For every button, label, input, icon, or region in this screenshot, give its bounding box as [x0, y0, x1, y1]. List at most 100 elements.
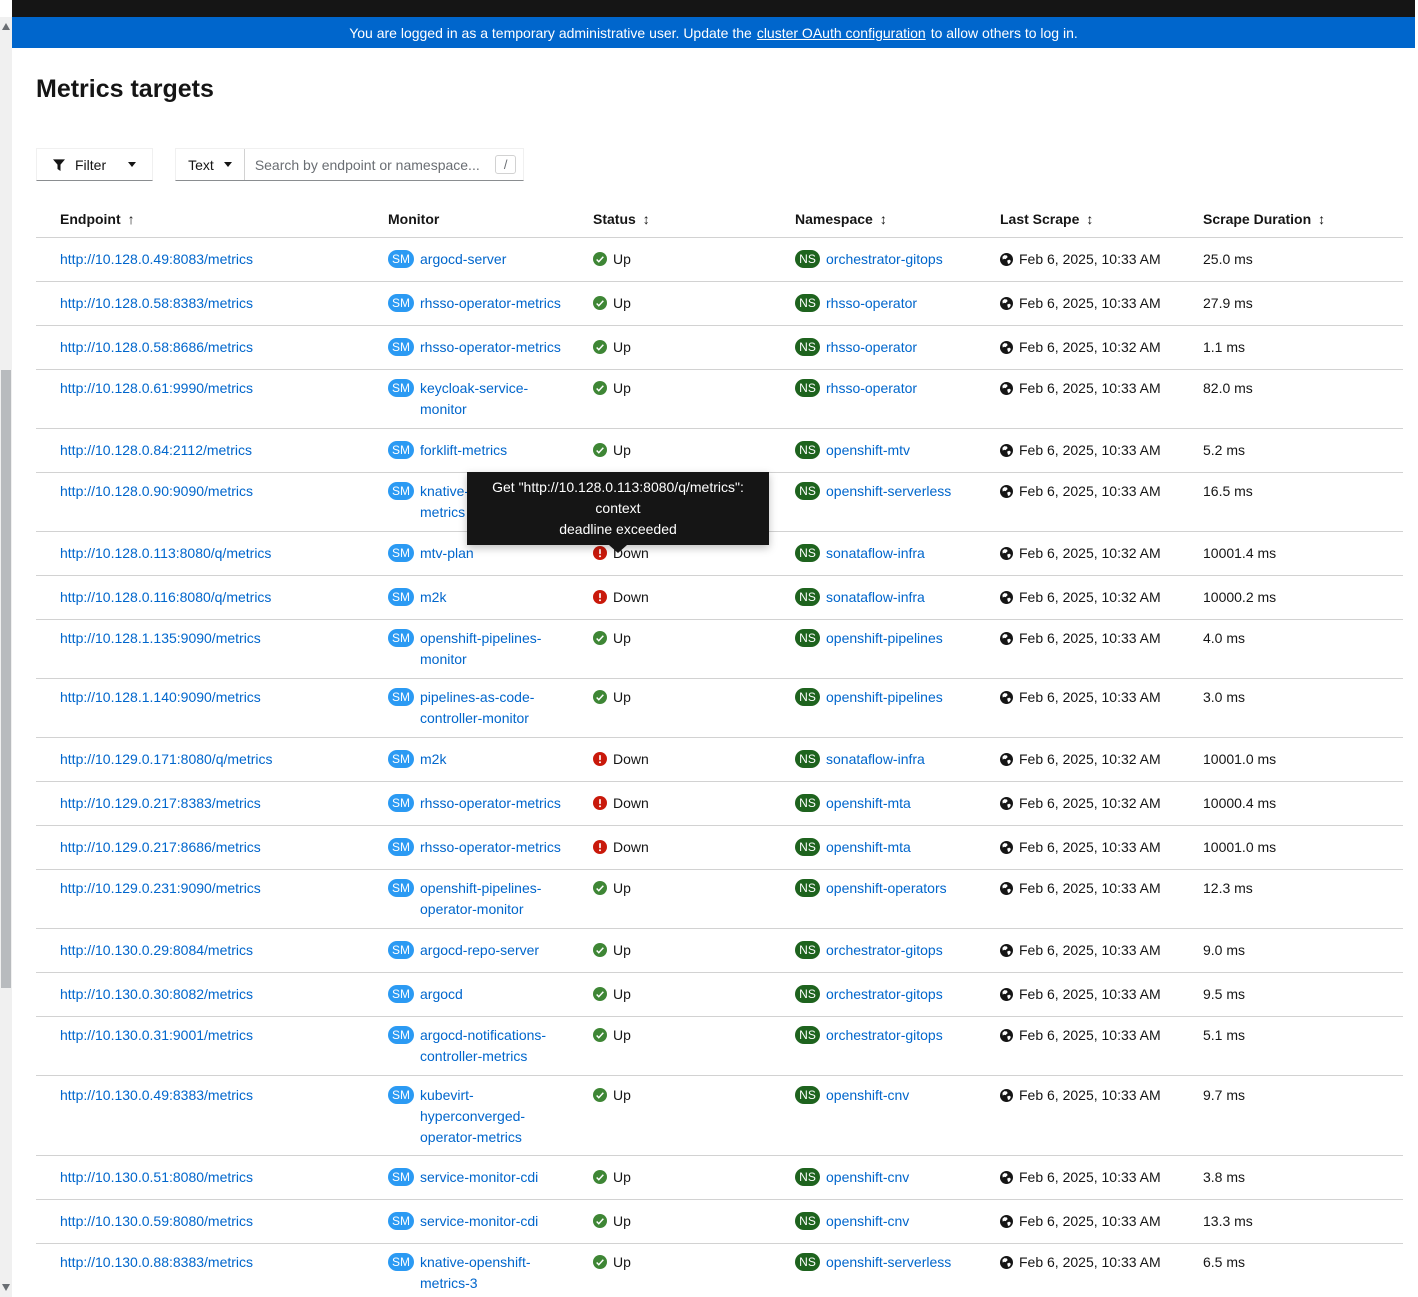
monitor-link[interactable]: argocd-repo-server — [420, 940, 539, 961]
monitor-link[interactable]: rhsso-operator-metrics — [420, 837, 561, 858]
filter-dropdown[interactable]: Filter — [36, 148, 154, 181]
cluster-oauth-configuration-link[interactable]: cluster OAuth configuration — [756, 24, 926, 41]
endpoint-link[interactable]: http://10.130.0.88:8383/metrics — [60, 1254, 254, 1270]
monitor-link[interactable]: rhsso-operator-metrics — [420, 793, 561, 814]
endpoint-link[interactable]: http://10.128.0.58:8383/metrics — [60, 295, 254, 311]
endpoint-link[interactable]: http://10.128.0.113:8080/q/metrics — [60, 545, 272, 561]
column-header-scrape-duration[interactable]: Scrape Duration ↕ — [1203, 209, 1403, 230]
endpoint-link[interactable]: http://10.128.1.140:9090/metrics — [60, 689, 261, 705]
namespace-link[interactable]: orchestrator-gitops — [826, 1027, 943, 1043]
globe-icon — [1000, 253, 1013, 270]
column-header-monitor[interactable]: Monitor — [388, 209, 593, 230]
monitor-link[interactable]: kubevirt-hyperconverged-operator-metrics — [420, 1085, 525, 1148]
status-cell: Down — [593, 837, 795, 858]
endpoint-link[interactable]: http://10.128.0.61:9990/metrics — [60, 380, 254, 396]
monitor-cell: SM m2k — [388, 749, 593, 770]
scrollbar-up-arrow-icon[interactable] — [2, 23, 10, 30]
namespace-link[interactable]: openshift-serverless — [826, 1254, 952, 1270]
column-header-status[interactable]: Status ↕ — [593, 209, 795, 230]
namespace-link[interactable]: openshift-cnv — [826, 1213, 910, 1229]
namespace-link[interactable]: openshift-mta — [826, 795, 911, 811]
namespace-link[interactable]: rhsso-operator — [826, 339, 918, 355]
scrape-duration-value: 10000.2 ms — [1203, 589, 1277, 605]
scrape-duration-cell: 25.0 ms — [1203, 249, 1403, 270]
namespace-link[interactable]: sonataflow-infra — [826, 751, 925, 767]
namespace-link[interactable]: openshift-cnv — [826, 1169, 910, 1185]
endpoint-link[interactable]: http://10.130.0.59:8080/metrics — [60, 1213, 254, 1229]
endpoint-link[interactable]: http://10.129.0.231:9090/metrics — [60, 880, 261, 896]
namespace-link[interactable]: openshift-mtv — [826, 442, 911, 458]
namespace-link[interactable]: orchestrator-gitops — [826, 986, 943, 1002]
table-row: http://10.129.0.217:8383/metrics SM rhsso-… — [36, 782, 1403, 826]
scrollbar-thumb[interactable] — [1, 370, 11, 988]
monitor-link[interactable]: knative-metrics — [420, 481, 469, 523]
monitor-link[interactable]: m2k — [420, 749, 446, 770]
namespace-badge: NS — [795, 838, 820, 856]
last-scrape-cell: Feb 6, 2025, 10:32 AM — [1000, 587, 1203, 608]
table-row: http://10.130.0.88:8383/metrics SM knative… — [36, 1244, 1403, 1297]
monitor-link[interactable]: argocd-notifications-controller-metrics — [420, 1025, 546, 1067]
namespace-link[interactable]: rhsso-operator — [826, 295, 918, 311]
endpoint-link[interactable]: http://10.129.0.217:8686/metrics — [60, 839, 261, 855]
monitor-link[interactable]: mtv-plan — [420, 543, 474, 564]
monitor-link[interactable]: pipelines-as-code-controller-monitor — [420, 687, 534, 729]
namespace-link[interactable]: openshift-pipelines — [826, 689, 943, 705]
namespace-link[interactable]: openshift-operators — [826, 880, 947, 896]
monitor-name-line: operator-monitor — [420, 901, 524, 917]
namespace-link[interactable]: orchestrator-gitops — [826, 942, 943, 958]
left-scrollbar[interactable] — [0, 17, 12, 1297]
scrape-duration-value: 9.7 ms — [1203, 1087, 1246, 1103]
namespace-link[interactable]: openshift-serverless — [826, 483, 952, 499]
search-input[interactable] — [244, 149, 495, 180]
monitor-name-line: hyperconverged- — [420, 1108, 526, 1124]
namespace-link[interactable]: openshift-mta — [826, 839, 911, 855]
endpoint-link[interactable]: http://10.128.0.116:8080/q/metrics — [60, 589, 272, 605]
monitor-link[interactable]: openshift-pipelines-monitor — [420, 628, 541, 670]
endpoint-link[interactable]: http://10.130.0.30:8082/metrics — [60, 986, 254, 1002]
scrape-duration-cell: 82.0 ms — [1203, 378, 1403, 399]
endpoint-link[interactable]: http://10.130.0.29:8084/metrics — [60, 942, 254, 958]
monitor-link[interactable]: forklift-metrics — [420, 440, 507, 461]
namespace-badge: NS — [795, 1212, 820, 1230]
namespace-link[interactable]: orchestrator-gitops — [826, 251, 943, 267]
namespace-cell: NS sonataflow-infra — [795, 587, 1000, 608]
monitor-name-line: controller-monitor — [420, 710, 529, 726]
monitor-link[interactable]: service-monitor-cdi — [420, 1167, 538, 1188]
namespace-link[interactable]: sonataflow-infra — [826, 545, 925, 561]
endpoint-link[interactable]: http://10.130.0.49:8383/metrics — [60, 1087, 254, 1103]
table-row: http://10.128.0.61:9990/metrics SM keycloa… — [36, 370, 1403, 429]
column-label: Endpoint — [60, 211, 121, 227]
namespace-cell: NS orchestrator-gitops — [795, 940, 1000, 961]
namespace-link[interactable]: openshift-cnv — [826, 1087, 910, 1103]
endpoint-link[interactable]: http://10.128.0.90:9090/metrics — [60, 483, 254, 499]
last-scrape-cell: Feb 6, 2025, 10:32 AM — [1000, 793, 1203, 814]
column-header-last-scrape[interactable]: Last Scrape ↕ — [1000, 209, 1203, 230]
endpoint-link[interactable]: http://10.129.0.171:8080/q/metrics — [60, 751, 273, 767]
namespace-link[interactable]: rhsso-operator — [826, 380, 918, 396]
endpoint-cell: http://10.130.0.31:9001/metrics — [36, 1025, 388, 1046]
column-header-endpoint[interactable]: Endpoint ↑ — [36, 209, 388, 230]
monitor-link[interactable]: openshift-pipelines-operator-monitor — [420, 878, 541, 920]
endpoint-link[interactable]: http://10.128.0.84:2112/metrics — [60, 442, 252, 458]
scrape-duration-value: 4.0 ms — [1203, 630, 1246, 646]
monitor-link[interactable]: keycloak-service-monitor — [420, 378, 528, 420]
table-row: http://10.129.0.231:9090/metrics SM opensh… — [36, 870, 1403, 929]
scrollbar-down-arrow-icon[interactable] — [2, 1284, 10, 1291]
monitor-link[interactable]: argocd-server — [420, 249, 506, 270]
monitor-link[interactable]: knative-openshift-metrics-3 — [420, 1252, 531, 1294]
endpoint-link[interactable]: http://10.128.1.135:9090/metrics — [60, 630, 261, 646]
endpoint-link[interactable]: http://10.130.0.31:9001/metrics — [60, 1027, 254, 1043]
namespace-link[interactable]: openshift-pipelines — [826, 630, 943, 646]
monitor-link[interactable]: service-monitor-cdi — [420, 1211, 538, 1232]
endpoint-link[interactable]: http://10.129.0.217:8383/metrics — [60, 795, 261, 811]
endpoint-link[interactable]: http://10.128.0.58:8686/metrics — [60, 339, 254, 355]
monitor-link[interactable]: rhsso-operator-metrics — [420, 293, 561, 314]
monitor-link[interactable]: rhsso-operator-metrics — [420, 337, 561, 358]
endpoint-link[interactable]: http://10.128.0.49:8083/metrics — [60, 251, 254, 267]
monitor-link[interactable]: m2k — [420, 587, 446, 608]
namespace-link[interactable]: sonataflow-infra — [826, 589, 925, 605]
endpoint-link[interactable]: http://10.130.0.51:8080/metrics — [60, 1169, 254, 1185]
search-type-dropdown[interactable]: Text — [176, 149, 245, 180]
column-header-namespace[interactable]: Namespace ↕ — [795, 209, 1000, 230]
monitor-link[interactable]: argocd — [420, 984, 463, 1005]
